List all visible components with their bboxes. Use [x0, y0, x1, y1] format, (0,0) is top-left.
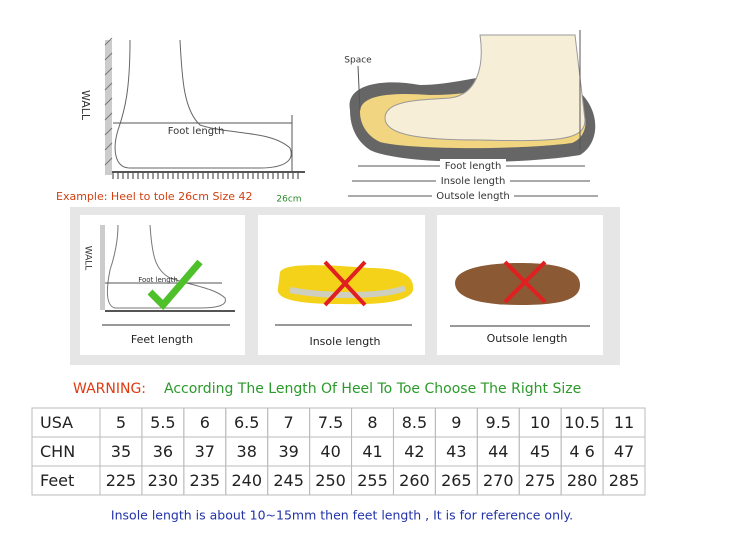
row-header: Feet [40, 471, 74, 490]
wall [105, 40, 112, 175]
panel-caption: Feet length [131, 333, 193, 346]
foot-length-label: Foot length [445, 161, 502, 172]
row-header: CHN [40, 442, 75, 461]
size-value: 285 [609, 471, 640, 490]
size-value: 45 [530, 442, 550, 461]
size-value: 10.5 [564, 413, 600, 432]
size-value: 7 [284, 413, 294, 432]
outsole-length-label: Outsole length [436, 191, 509, 202]
insole-length-label: Insole length [441, 176, 506, 187]
size-value: 39 [278, 442, 298, 461]
size-value: 44 [488, 442, 508, 461]
size-value: 6 [200, 413, 210, 432]
label-bg [436, 174, 510, 188]
warning-label: WARNING: [73, 381, 146, 397]
size-value: 280 [567, 471, 598, 490]
footer-note: Insole length is about 10~15mm then feet… [111, 508, 573, 523]
wall [100, 225, 105, 310]
size-value: 38 [237, 442, 257, 461]
label-bg [432, 189, 514, 203]
shoe-diagram: Space Foot length Insole length Outsole … [344, 30, 598, 203]
size-value: 37 [195, 442, 215, 461]
space-label: Space [344, 56, 372, 66]
size-value: 255 [357, 471, 388, 490]
size-value: 9 [451, 413, 461, 432]
panel-outsole: Outsole length [437, 215, 603, 355]
check-mark [147, 259, 203, 311]
label-bg [295, 333, 395, 349]
size-value: 43 [446, 442, 466, 461]
size-value: 7.5 [318, 413, 343, 432]
size-value: 11 [614, 413, 634, 432]
foot [384, 34, 586, 142]
panel-insole: Insole length [258, 215, 425, 355]
size-value: 265 [441, 471, 472, 490]
measure-text: 26cm [276, 195, 301, 205]
size-value: 42 [404, 442, 424, 461]
warning-text: According The Length Of Heel To Toe Choo… [164, 381, 581, 397]
size-value: 8.5 [402, 413, 427, 432]
size-value: 47 [614, 442, 634, 461]
panel-caption: Insole length [309, 335, 380, 348]
space-pointer [357, 65, 361, 111]
foot-length-label: Foot length [168, 126, 225, 137]
size-value: 245 [273, 471, 304, 490]
label-bg [475, 330, 579, 346]
wall-label: WALL [83, 246, 93, 271]
foot-wall-diagram: WALL Foot length Example: Heel to tole 2… [56, 37, 305, 205]
table-cell [602, 465, 646, 496]
size-value: 5.5 [150, 413, 175, 432]
size-value: 36 [153, 442, 173, 461]
size-value: 8 [367, 413, 377, 432]
example-text: Example: Heel to tole 26cm Size 42 [56, 190, 253, 203]
wall-hatch [104, 37, 113, 166]
size-value: 230 [148, 471, 179, 490]
foot [106, 224, 226, 309]
size-value: 40 [320, 442, 340, 461]
size-value: 250 [315, 471, 346, 490]
size-value: 270 [483, 471, 514, 490]
panel-feet: WALL Foot length Feet length [80, 215, 245, 355]
cross-mark [323, 260, 367, 307]
size-value: 4 6 [569, 442, 594, 461]
size-value: 235 [190, 471, 221, 490]
wall-label: WALL [79, 90, 92, 121]
label-bg [115, 332, 215, 348]
insole-edge [289, 285, 407, 298]
size-value: 35 [111, 442, 131, 461]
row-header: USA [40, 413, 73, 432]
size-value: 10 [530, 413, 550, 432]
size-table: USA 5 5.5 6 6.5 7 7.5 8 8.5 9 9.5 10 10.5 11 CHN 35 36 37… [31, 407, 646, 496]
size-value: 225 [106, 471, 137, 490]
cross-mark [503, 260, 547, 304]
size-value: 260 [399, 471, 430, 490]
outsole [455, 263, 580, 305]
foot-length-label: Foot length [138, 276, 178, 284]
size-value: 5 [116, 413, 126, 432]
size-value: 9.5 [486, 413, 511, 432]
foot [114, 39, 292, 169]
size-value: 41 [362, 442, 382, 461]
panel-caption: Outsole length [487, 332, 568, 345]
size-value: 275 [525, 471, 556, 490]
size-value: 240 [231, 471, 262, 490]
size-value: 6.5 [234, 413, 259, 432]
label-bg [440, 159, 506, 173]
